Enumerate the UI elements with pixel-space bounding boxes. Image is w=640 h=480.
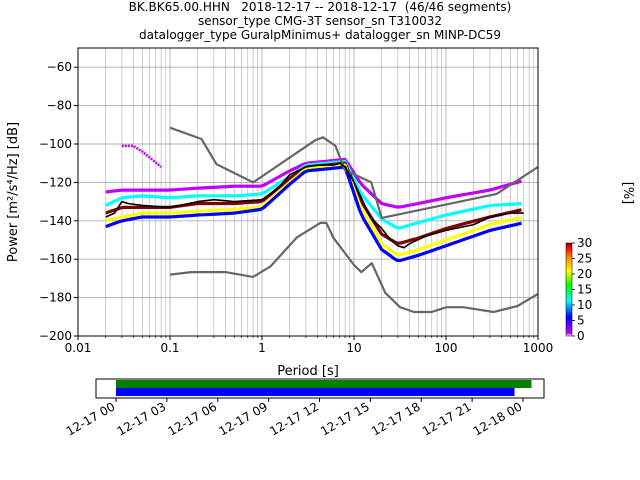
plot-frame — [77, 47, 539, 337]
timeline-tick-label: 12-17 21 — [420, 399, 474, 438]
y-tick-label: −200 — [39, 329, 72, 343]
x-tick-label: 100 — [435, 341, 458, 355]
y-tick-label: −80 — [47, 99, 72, 113]
timeline-tick-label: 12-17 12 — [267, 399, 321, 438]
x-tick-label: 1 — [258, 341, 266, 355]
colorbar-tick-label: 15 — [577, 283, 592, 297]
mode-curve-group — [105, 162, 524, 249]
x-axis-label: Period [s] — [277, 364, 339, 379]
colorbar-label: [%] — [620, 182, 635, 205]
timeline-tick-label: 12-18 00 — [471, 399, 525, 438]
psd-band — [105, 161, 522, 245]
timeline-tick-label: 12-17 15 — [318, 399, 372, 438]
timeline-bar-availability — [116, 380, 532, 388]
colorbar-tick-label: 0 — [577, 329, 585, 343]
x-tick-label: 1000 — [523, 341, 554, 355]
noise-model-curves — [169, 126, 538, 314]
timeline-bar-segments — [116, 388, 515, 396]
new-high-noise-model — [169, 126, 538, 219]
y-tick-label: −160 — [39, 252, 72, 266]
timeline-tick-label: 12-17 06 — [166, 399, 220, 438]
colorbar-tick-label: 30 — [577, 236, 592, 250]
chart-title-line-2: sensor_type CMG-3T sensor_sn T310032 — [197, 14, 443, 28]
grid-lines — [77, 48, 538, 337]
chart-title-line-1: BK.BK65.00.HHN 2018-12-17 -- 2018-12-17 … — [128, 0, 512, 14]
y-tick-label: −180 — [39, 291, 72, 305]
y-tick-label: −140 — [39, 214, 72, 228]
timeline-bars — [116, 380, 532, 396]
y-axis-label: Power [m²/s⁴/Hz] [dB] — [6, 122, 21, 262]
mode-curve — [105, 162, 524, 249]
timeline-tick-label: 12-17 00 — [64, 399, 118, 438]
x-axis-ticks: 0.01 0.1 1 10 100 1000 — [65, 336, 554, 355]
chart-title-line-3: datalogger_type GuralpMinimus+ datalogge… — [138, 28, 502, 42]
psd-outlier-trace — [121, 144, 162, 168]
timeline-tick-label: 12-17 18 — [369, 399, 423, 438]
colorbar-tick-label: 5 — [577, 314, 585, 328]
new-low-noise-model — [169, 221, 538, 314]
timeline-tick-label: 12-17 09 — [216, 399, 270, 438]
y-axis-ticks: −60 −80 −100 −120 −140 −160 −180 −200 — [39, 60, 78, 343]
psd-band — [105, 163, 522, 257]
y-tick-label: −120 — [39, 175, 72, 189]
x-tick-label: 0.01 — [65, 341, 92, 355]
colorbar-tick-label: 20 — [577, 267, 592, 281]
x-tick-label: 10 — [346, 341, 361, 355]
colorbar-tick-label: 10 — [577, 298, 592, 312]
psd-band — [105, 157, 522, 209]
y-tick-label: −60 — [47, 60, 72, 74]
colorbar-tick-label: 25 — [577, 252, 592, 266]
psd-band — [105, 165, 522, 263]
colorbar — [565, 242, 573, 337]
psd-density-bands — [105, 144, 522, 263]
x-tick-label: 0.1 — [160, 341, 179, 355]
timeline-tick-label: 12-17 03 — [115, 399, 169, 438]
y-tick-label: −100 — [39, 137, 72, 151]
psd-band — [105, 159, 522, 230]
